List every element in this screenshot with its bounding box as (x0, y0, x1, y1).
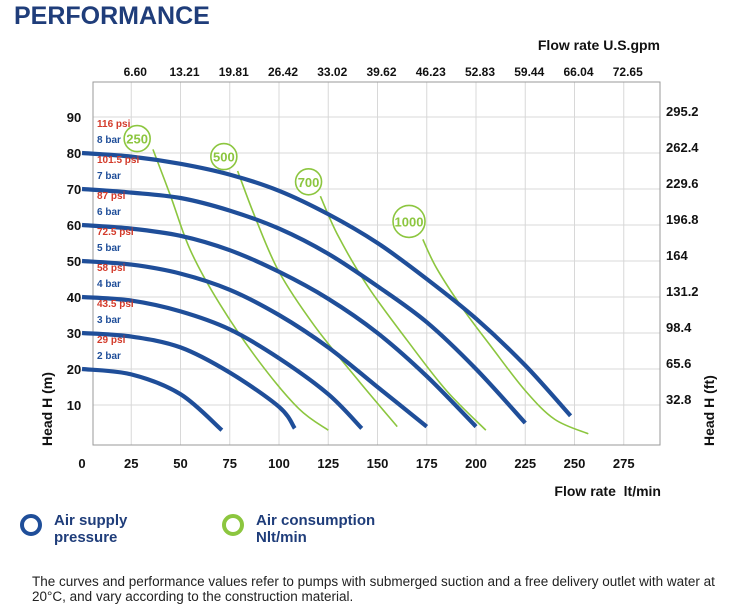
pressure-curve-6-bar (81, 222, 478, 429)
top-tick-label: 66.04 (563, 65, 593, 79)
y-tick-label: 30 (67, 326, 81, 341)
top-tick-label: 26.42 (268, 65, 298, 79)
page-title: PERFORMANCE (14, 2, 210, 30)
top-tick-label: 33.02 (317, 65, 347, 79)
pressure-curve-4-bar (81, 294, 364, 430)
y-tick-label: 80 (67, 146, 81, 161)
y-tick-label: 60 (67, 218, 81, 233)
air-consumption-label: 700 (298, 175, 320, 190)
legend-pressure-line2: pressure (54, 529, 118, 546)
y-tick-label: 90 (67, 110, 81, 125)
right-tick-label: 164 (666, 248, 688, 263)
y-tick-label: 40 (67, 290, 81, 305)
bar-label: 2 bar (97, 351, 121, 362)
psi-label: 116 psi (97, 119, 131, 130)
right-axis-title: Head H (ft) (701, 375, 717, 446)
bottom-axis-title: Flow rate lt/min (554, 483, 661, 499)
right-tick-label: 65.6 (666, 356, 691, 371)
air-consumption-line-700 (319, 195, 487, 431)
top-tick-label: 19.81 (219, 65, 249, 79)
psi-label: 72.5 psi (97, 227, 134, 238)
x-tick-label: 75 (223, 456, 237, 471)
pressure-curve-7-bar (81, 186, 527, 425)
air-consumption-label: 250 (126, 132, 148, 147)
pressure-curves (81, 150, 573, 432)
y-tick-label: 70 (67, 182, 81, 197)
air-consumption-line-500 (236, 170, 398, 428)
bar-label: 7 bar (97, 171, 121, 182)
x-tick-label: 25 (124, 456, 138, 471)
top-tick-label: 39.62 (366, 65, 396, 79)
top-tick-label: 13.21 (169, 65, 199, 79)
pressure-curve-2-bar (81, 366, 224, 432)
psi-label: 43.5 psi (97, 299, 134, 310)
axis-ticks: 0 25 50 75 100 125 150 175 200 225 250 275 10 20 30 40 5… (67, 65, 700, 471)
air-consumption-marker-250 (123, 124, 151, 153)
x-tick-label: 200 (465, 456, 487, 471)
top-tick-label: 59.44 (514, 65, 544, 79)
bar-label: 4 bar (97, 279, 121, 290)
top-tick-label: 72.65 (613, 65, 643, 79)
y-tick-label: 10 (67, 398, 81, 413)
green-ring-icon (222, 514, 244, 536)
x-tick-label: 225 (514, 456, 536, 471)
right-tick-label: 229.6 (666, 176, 699, 191)
x-tick-label: 0 (78, 456, 85, 471)
top-tick-label: 52.83 (465, 65, 495, 79)
air-consumption-marker-700 (294, 168, 323, 196)
blue-ring-icon (20, 514, 42, 536)
footnote: The curves and performance values refer … (32, 574, 715, 604)
y-tick-label: 20 (67, 362, 81, 377)
right-tick-label: 32.8 (666, 392, 691, 407)
bar-label: 6 bar (97, 207, 121, 218)
x-tick-label: 150 (367, 456, 389, 471)
x-tick-label: 175 (416, 456, 438, 471)
legend-air-line1: Air consumption (256, 512, 376, 529)
pressure-curve-8-bar (81, 150, 573, 418)
air-consumption-marker-500 (210, 142, 238, 171)
psi-label: 29 psi (97, 335, 126, 346)
top-tick-label: 6.60 (124, 65, 148, 79)
bar-label: 5 bar (97, 243, 121, 254)
x-tick-label: 250 (564, 456, 586, 471)
top-axis-title: Flow rate U.S.gpm (538, 37, 660, 53)
psi-label: 87 psi (97, 191, 126, 202)
bar-label: 3 bar (97, 315, 121, 326)
x-tick-label: 275 (613, 456, 635, 471)
bar-label: 8 bar (97, 135, 121, 146)
pressure-curve-3-bar (81, 330, 297, 430)
curve-labels: 250 500 700 1000 29 psi 2 bar 43.5 psi 3 bar 58 … (97, 119, 426, 362)
air-consumption-marker-1000 (392, 204, 426, 239)
top-tick-label: 46.23 (416, 65, 446, 79)
air-consumption-line-1000 (422, 239, 589, 435)
left-axis-title: Head H (m) (39, 372, 55, 446)
legend-air-label: Air consumption Nlt/min (256, 512, 375, 546)
right-tick-label: 98.4 (666, 320, 692, 335)
x-tick-label: 50 (173, 456, 187, 471)
right-tick-label: 131.2 (666, 284, 699, 299)
legend-pressure-label: Air supply pressure (54, 512, 127, 546)
x-tick-label: 125 (317, 456, 339, 471)
pressure-curve-5-bar (81, 258, 429, 429)
right-tick-label: 295.2 (666, 104, 699, 119)
air-consumption-label: 1000 (395, 214, 424, 229)
right-tick-label: 262.4 (666, 140, 699, 155)
air-consumption-curves (152, 149, 589, 435)
grid (93, 82, 660, 445)
legend-air-line2: Nlt/min (256, 529, 307, 546)
psi-label: 58 psi (97, 263, 126, 274)
psi-label: 101.5 psi (97, 155, 139, 166)
x-tick-label: 100 (268, 456, 290, 471)
air-consumption-label: 500 (213, 150, 235, 165)
legend-pressure-line1: Air supply (54, 512, 128, 529)
y-tick-label: 50 (67, 254, 81, 269)
right-tick-label: 196.8 (666, 212, 699, 227)
